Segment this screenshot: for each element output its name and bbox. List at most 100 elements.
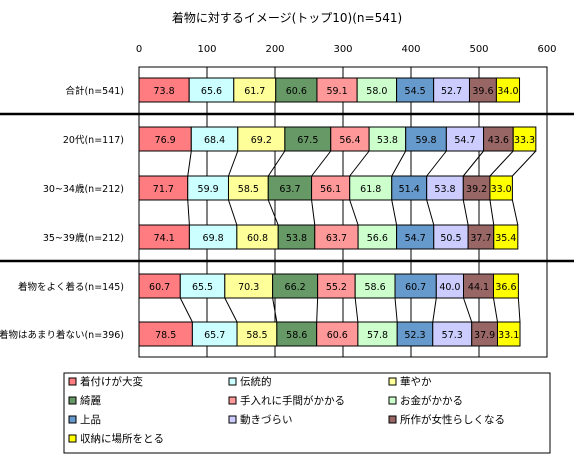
bar-segment: [236, 224, 279, 250]
series-connector: [179, 297, 193, 323]
data-label: 68.4: [204, 135, 225, 146]
legend-label: 所作が女性らしくなる: [400, 413, 505, 426]
data-label: 70.3: [238, 282, 259, 293]
data-label: 76.9: [155, 135, 176, 146]
data-label: 57.8: [367, 330, 388, 341]
data-label: 58.6: [365, 282, 386, 293]
data-label: 50.5: [440, 233, 461, 244]
data-label: 53.8: [434, 184, 455, 195]
bar-segment: [188, 77, 235, 103]
data-label: 63.7: [326, 233, 347, 244]
bar-segment: [467, 224, 495, 250]
data-label: 74.1: [154, 233, 175, 244]
bar-segment: [237, 126, 286, 152]
bar-segment: [190, 126, 239, 152]
series-connector: [311, 150, 332, 177]
series-connector: [512, 150, 537, 177]
data-label: 54.7: [454, 135, 475, 146]
x-tick-label: 400: [401, 44, 420, 55]
legend-label: 動きづらい: [240, 413, 293, 426]
series-connector: [432, 297, 437, 323]
bar-segment: [272, 273, 319, 299]
data-label: 60.8: [247, 233, 268, 244]
data-label: 65.6: [201, 86, 222, 97]
legend-swatch: [68, 415, 77, 424]
data-label: 65.7: [204, 330, 225, 341]
series-connector: [426, 150, 447, 177]
series-connector: [391, 150, 407, 177]
x-tick-label: 200: [265, 44, 284, 55]
data-label: 63.7: [279, 184, 300, 195]
legend-swatch: [388, 377, 397, 386]
data-label: 58.5: [246, 330, 267, 341]
category-label: 35~39歳(n=212): [43, 232, 124, 244]
data-label: 33.0: [491, 184, 512, 195]
data-label: 53.8: [377, 135, 398, 146]
legend-swatch: [388, 415, 397, 424]
legend-swatch: [68, 377, 77, 386]
data-label: 44.1: [468, 282, 489, 293]
data-label: 59.9: [198, 184, 219, 195]
bar-segment: [316, 77, 358, 103]
series-connector: [354, 297, 359, 323]
bar-segment: [435, 273, 464, 299]
legend-swatch: [68, 396, 77, 405]
x-tick-label: 300: [333, 44, 352, 55]
data-label: 59.1: [326, 86, 347, 97]
bar-segment: [275, 77, 318, 103]
legend-label: 伝統的: [240, 375, 272, 388]
bar-segment: [138, 175, 189, 201]
series-connector: [187, 150, 192, 177]
bar-segment: [138, 273, 181, 299]
bar-segment: [492, 273, 519, 299]
bar-segment: [489, 175, 513, 201]
data-label: 65.5: [192, 282, 213, 293]
bar-segment: [433, 224, 469, 250]
legend-label: 上品: [80, 414, 101, 426]
bar-segment: [396, 224, 435, 250]
series-connector: [463, 297, 473, 323]
bar-segment: [495, 77, 521, 103]
category-label: 合計(n=541): [65, 85, 124, 97]
bar-segment: [188, 224, 238, 250]
data-label: 57.3: [442, 330, 463, 341]
data-label: 55.2: [326, 282, 347, 293]
bar-segment: [396, 321, 434, 347]
data-label: 35.4: [495, 233, 516, 244]
bar-segment: [493, 224, 519, 250]
x-tick-label: 100: [197, 44, 216, 55]
series-connector: [462, 199, 469, 226]
legend-label: 着付けが大変: [80, 375, 143, 388]
series-connector: [462, 150, 484, 177]
legend-label: 華やか: [400, 376, 432, 388]
bar-segment: [471, 321, 498, 347]
series-connector: [517, 297, 521, 323]
series-connector: [267, 199, 279, 226]
bar-segment: [405, 126, 447, 152]
series-connector: [349, 199, 359, 226]
data-label: 59.8: [415, 135, 436, 146]
data-label: 56.4: [339, 135, 360, 146]
series-connector: [492, 297, 498, 323]
data-label: 61.8: [360, 184, 381, 195]
data-label: 39.6: [472, 86, 493, 97]
series-connector: [489, 199, 495, 226]
bar-segment: [138, 77, 190, 103]
legend-label: 綺麗: [80, 394, 101, 407]
data-label: 51.4: [399, 184, 420, 195]
legend-swatch: [388, 396, 397, 405]
legend-swatch: [228, 377, 237, 386]
bar-segment: [368, 126, 407, 152]
bar-segment: [236, 321, 278, 347]
data-label: 33.1: [498, 330, 519, 341]
data-label: 69.2: [251, 135, 272, 146]
data-label: 60.7: [149, 282, 170, 293]
bar-segment: [138, 126, 192, 152]
bar-segment: [138, 321, 193, 347]
series-connector: [489, 150, 514, 177]
bar-segment: [512, 126, 537, 152]
bar-segment: [445, 126, 485, 152]
data-label: 78.5: [155, 330, 176, 341]
data-label: 36.6: [495, 282, 516, 293]
bar-segment: [233, 77, 277, 103]
